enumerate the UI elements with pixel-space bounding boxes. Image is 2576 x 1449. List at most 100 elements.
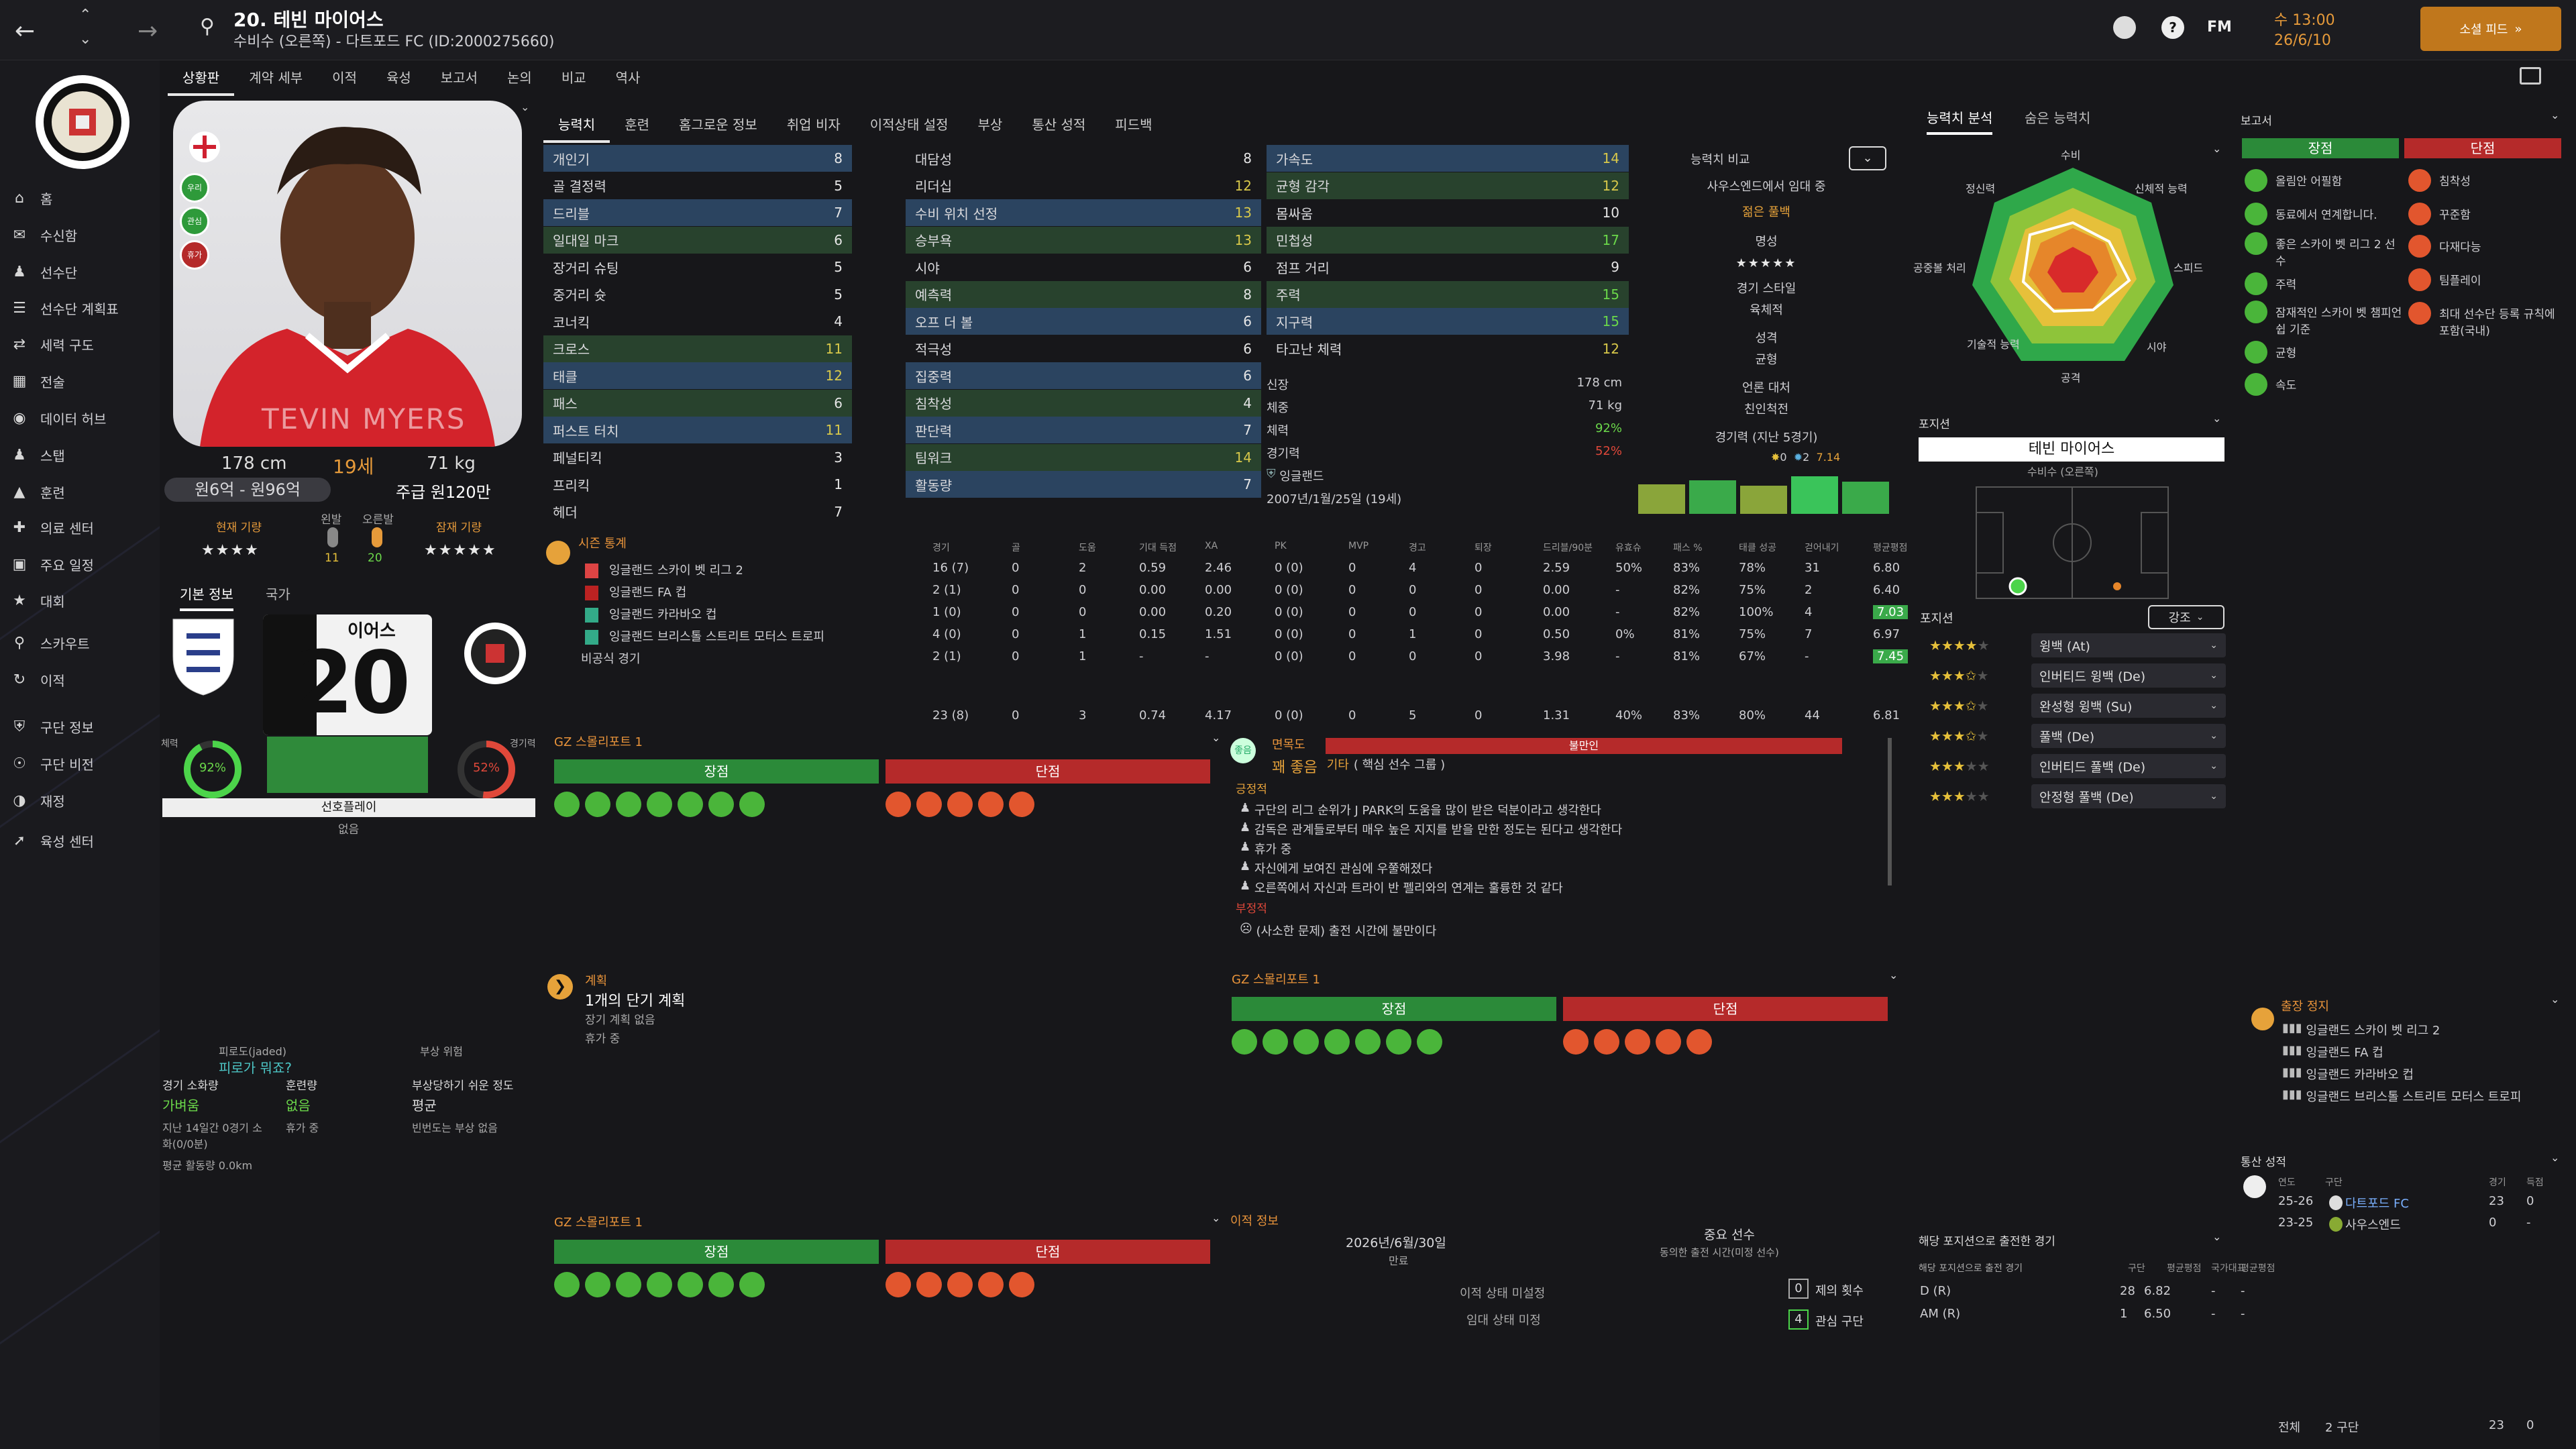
competition-name-1[interactable]: 잉글랜드 FA 컵 <box>609 586 687 600</box>
club-icon[interactable] <box>2113 16 2136 39</box>
reports-collapse-icon[interactable]: ⌄ <box>2551 109 2560 121</box>
nav-item-7[interactable]: ♟ 스탭 <box>11 439 65 470</box>
nav-item-8[interactable]: ▲ 훈련 <box>11 476 65 507</box>
tab-1[interactable]: 훈련 <box>625 117 650 133</box>
search-icon[interactable]: ⚲ <box>200 15 215 38</box>
role-dropdown-3[interactable]: 풀백 (De) ⌄ <box>2031 724 2226 748</box>
role-dropdown-5[interactable]: 안정형 풀백 (De) ⌄ <box>2031 784 2226 808</box>
nav-item-10[interactable]: ▣ 주요 일정 <box>11 549 94 580</box>
role-dropdown-1[interactable]: 인버티드 윙백 (De) ⌄ <box>2031 663 2226 688</box>
nav-item-12[interactable]: ⚲ 스카우트 <box>11 627 90 658</box>
nav-item-5[interactable]: ▦ 전술 <box>11 366 65 396</box>
tab-basic-info[interactable]: 기본 정보 <box>180 584 233 611</box>
nav-item-17[interactable]: ➚ 육성 센터 <box>11 825 94 856</box>
forward-icon[interactable]: → <box>138 17 158 45</box>
nav-item-13[interactable]: ↻ 이적 <box>11 664 65 695</box>
attr-row-col2-11: 팀워크 14 <box>906 443 1261 471</box>
fm-logo[interactable]: FM <box>2207 19 2232 36</box>
trophy-icon <box>2243 1175 2266 1198</box>
competition-name-2[interactable]: 잉글랜드 카라바오 컵 <box>609 608 717 622</box>
subtab-2[interactable]: 이적 <box>332 70 357 86</box>
attr-value: 4 <box>834 313 843 329</box>
compare-dropdown[interactable]: ⌄ <box>1849 146 1886 170</box>
nav-item-0[interactable]: ⌂ 홈 <box>11 182 52 213</box>
plan-title[interactable]: 계획 <box>585 974 608 988</box>
scout-title-a[interactable]: GZ 스몰리포트 1 <box>554 735 643 749</box>
help-icon[interactable]: ? <box>2161 16 2184 39</box>
tab-hidden[interactable]: 숨은 능력치 <box>2025 107 2090 127</box>
role-dropdown-2[interactable]: 완성형 윙백 (Su) ⌄ <box>2031 694 2226 718</box>
nav-item-14[interactable]: ⛨ 구단 정보 <box>11 711 94 742</box>
roles-title[interactable]: 포지션 <box>1920 612 1953 626</box>
season-header-12: 태클 성공 <box>1739 543 1776 553</box>
roles-filter-button[interactable]: 강조 ⌄ <box>2148 605 2224 629</box>
style-value: 육체적 <box>1750 303 1783 317</box>
pos-exp-collapse-icon[interactable]: ⌄ <box>2212 1230 2222 1243</box>
nav-item-9[interactable]: ✚ 의료 센터 <box>11 512 94 543</box>
collapse-icon[interactable]: ⌄ <box>521 101 530 113</box>
up-icon[interactable]: ⌃ <box>79 7 92 23</box>
tab-analysis[interactable]: 능력치 분석 <box>1927 107 1993 135</box>
competition-name-3[interactable]: 잉글랜드 브리스톨 스트리트 모터스 트로피 <box>609 630 824 644</box>
tab-3[interactable]: 취업 비자 <box>786 117 841 133</box>
analysis-collapse-icon[interactable]: ⌄ <box>2212 142 2222 155</box>
nav-item-16[interactable]: ◑ 재정 <box>11 785 64 816</box>
season-title[interactable]: 시즌 통계 <box>578 537 627 551</box>
career-collapse-icon[interactable]: ⌄ <box>2551 1151 2560 1164</box>
report-title[interactable]: 면목도 <box>1272 738 1305 752</box>
nav-item-15[interactable]: ☉ 구단 비전 <box>11 748 94 779</box>
competition-name-0[interactable]: 잉글랜드 스카이 벳 리그 2 <box>609 564 743 578</box>
nav-item-1[interactable]: ✉ 수신함 <box>11 219 77 250</box>
tab-4[interactable]: 이적상태 설정 <box>869 117 949 133</box>
scout-title-c[interactable]: GZ 스몰리포트 1 <box>554 1216 643 1230</box>
nav-icon-11: ★ <box>13 592 26 609</box>
nav-icon-15: ☉ <box>13 755 26 772</box>
matches-played-note: 지난 14일간 0경기 소화(0/0분) <box>162 1122 262 1150</box>
suspension-text: 잉글랜드 FA 컵 <box>2306 1046 2383 1060</box>
scout-title-b[interactable]: GZ 스몰리포트 1 <box>1232 973 1320 987</box>
transfer-title[interactable]: 이적 정보 <box>1230 1214 1279 1228</box>
tab-nation[interactable]: 국가 <box>266 584 290 603</box>
career-cell-0-1[interactable]: 다트포드 FC <box>2345 1197 2409 1211</box>
nav-item-6[interactable]: ◉ 데이터 허브 <box>11 402 106 433</box>
nav-item-2[interactable]: ♟ 선수단 <box>11 256 77 287</box>
nav-item-4[interactable]: ⇄ 세력 구도 <box>11 329 94 360</box>
attr-row-col2-0: 대담성 8 <box>906 145 1261 172</box>
nav-item-3[interactable]: ☰ 선수단 계획표 <box>11 292 119 323</box>
report-scrollbar[interactable] <box>1888 738 1892 885</box>
layout-icon[interactable] <box>2520 67 2541 85</box>
role-dropdown-4[interactable]: 인버티드 풀백 (De) ⌄ <box>2031 754 2226 778</box>
subtab-6[interactable]: 비교 <box>561 70 586 86</box>
role-dropdown-0[interactable]: 윙백 (At) ⌄ <box>2031 633 2226 657</box>
subtab-0[interactable]: 상황판 <box>168 67 235 96</box>
subtab-1[interactable]: 계약 세부 <box>249 70 303 86</box>
back-icon[interactable]: ← <box>15 17 36 45</box>
nav-label: 의료 센터 <box>40 520 94 537</box>
subtab-4[interactable]: 보고서 <box>440 70 478 86</box>
subtab-7[interactable]: 역사 <box>615 70 641 86</box>
strength-icon-a-1 <box>585 792 610 817</box>
suspension-collapse-icon[interactable]: ⌄ <box>2551 993 2560 1006</box>
season-cell-0-0: 16 (7) <box>932 561 969 575</box>
scout-collapse-c[interactable]: ⌄ <box>1212 1212 1221 1224</box>
strength-icon-c-4 <box>678 1272 703 1297</box>
scout-collapse-a[interactable]: ⌄ <box>1212 731 1221 744</box>
tab-5[interactable]: 부상 <box>977 117 1003 133</box>
tab-6[interactable]: 통산 성적 <box>1032 117 1086 133</box>
club-crest[interactable] <box>32 68 133 176</box>
tab-2[interactable]: 홈그로운 정보 <box>679 117 757 133</box>
career-cell-1-1[interactable]: 사우스엔드 <box>2345 1218 2401 1232</box>
season-cell-0-5: 0 (0) <box>1275 561 1303 575</box>
nav-item-11[interactable]: ★ 대회 <box>11 585 65 616</box>
tab-0[interactable]: 능력치 <box>543 114 610 143</box>
position-collapse-icon[interactable]: ⌄ <box>2212 412 2222 425</box>
subtab-3[interactable]: 육성 <box>386 70 411 86</box>
pos-exp-header-0: 구단 <box>2128 1263 2145 1274</box>
radar-label-5: 기술적 능력 <box>1967 338 2020 351</box>
down-icon[interactable]: ⌄ <box>79 31 92 48</box>
competition-name-4[interactable]: 비공식 경기 <box>581 652 641 666</box>
scout-collapse-b[interactable]: ⌄ <box>1889 969 1898 981</box>
subtab-5[interactable]: 논의 <box>507 70 532 86</box>
tab-7[interactable]: 피드백 <box>1115 117 1152 133</box>
continue-button[interactable]: 소셜 피드 » <box>2420 7 2561 51</box>
